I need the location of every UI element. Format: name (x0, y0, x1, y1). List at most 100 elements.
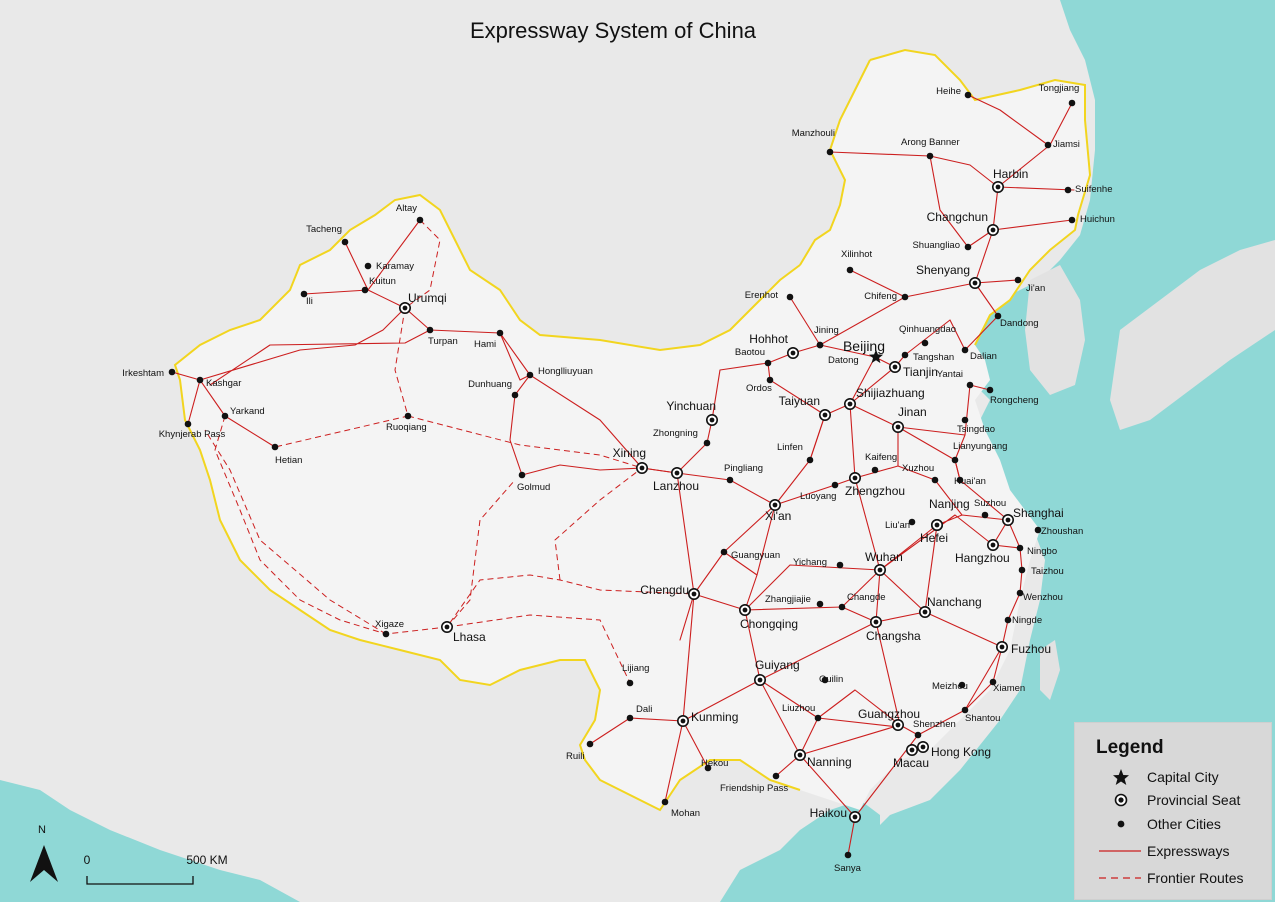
city-marker-luoyang (831, 481, 839, 489)
other-city-icon (958, 681, 966, 689)
city-marker-hong-kong (916, 740, 929, 753)
city-label-golmud: Golmud (517, 482, 550, 493)
city-marker-suzhou (981, 511, 989, 519)
provincial-seat-core-icon (742, 607, 748, 613)
other-city-icon (1068, 99, 1076, 107)
scale-bar-end: 500 KM (186, 853, 227, 867)
other-city-icon (836, 561, 844, 569)
provincial-seat-core-icon (852, 814, 858, 820)
expressway-line-icon (1099, 850, 1141, 852)
other-city-icon (846, 266, 854, 274)
city-label-shenzhen: Shenzhen (913, 719, 956, 730)
north-label: N (38, 824, 46, 836)
city-label-karamay: Karamay (376, 261, 414, 272)
provincial-seat-core-icon (990, 227, 996, 233)
city-marker-dali (626, 714, 634, 722)
other-city-icon (341, 238, 349, 246)
national-border (173, 48, 1092, 812)
other-city-icon (826, 148, 834, 156)
other-city-icon (626, 679, 634, 687)
city-label-urumqi: Urumqi (408, 291, 447, 305)
city-marker-zhengzhou (848, 471, 861, 484)
city-label-yarkand: Yarkand (230, 406, 265, 417)
provincial-seat-core-icon (922, 609, 928, 615)
city-label-yichang: Yichang (793, 557, 827, 568)
city-label-shanghai: Shanghai (1013, 506, 1064, 520)
other-city-icon (196, 376, 204, 384)
city-marker-macau (905, 743, 918, 756)
city-marker-hetian (271, 443, 279, 451)
city-label-suzhou: Suzhou (974, 498, 1006, 509)
city-label-chengdu: Chengdu (640, 583, 689, 597)
city-marker-changde (838, 603, 846, 611)
city-label-ili: Ili (306, 296, 313, 307)
pacific-sea (870, 0, 1275, 902)
city-marker-tongjiang (1068, 99, 1076, 107)
other-city-icon (404, 412, 412, 420)
city-label-changsha: Changsha (866, 629, 921, 643)
provincial-seat-core-icon (892, 364, 898, 370)
city-marker-haikou (848, 810, 861, 823)
city-marker-meizhou (958, 681, 966, 689)
city-label-jinan: Jinan (898, 405, 927, 419)
scale-bar: 0 500 KM (84, 853, 228, 885)
city-marker-jinan (891, 420, 904, 433)
city-label-shenyang: Shenyang (916, 263, 970, 277)
city-marker-shuangliao (964, 243, 972, 251)
city-marker-ningde (1004, 616, 1012, 624)
provincial-seat-core-icon (990, 542, 996, 548)
city-label-yantai: Yantai (937, 369, 963, 380)
city-label-rongcheng: Rongcheng (990, 395, 1039, 406)
provincial-seat-core-icon (895, 424, 901, 430)
city-label-kunming: Kunming (691, 710, 738, 724)
city-marker-irkeshtam (168, 368, 176, 376)
city-marker-karamay (364, 262, 372, 270)
city-marker-sanya (844, 851, 852, 859)
city-marker-kashgar (196, 376, 204, 384)
city-label-liuzhou: Liuzhou (782, 703, 815, 714)
city-marker-altay (416, 216, 424, 224)
city-label-kuitun: Kuitun (369, 276, 396, 287)
city-label-friendship-pass: Friendship Pass (720, 783, 788, 794)
city-label-nanchang: Nanchang (927, 595, 982, 609)
other-city-icon (271, 443, 279, 451)
city-marker-yinchuan (705, 413, 718, 426)
city-label-hami: Hami (474, 339, 496, 350)
other-city-icon (806, 456, 814, 464)
other-city-icon (931, 476, 939, 484)
city-marker-heihe (964, 91, 972, 99)
city-marker-dalian (961, 346, 969, 354)
city-marker-kuitun (361, 286, 369, 294)
city-label-beijing: Beijing (843, 338, 885, 354)
city-marker-yarkand (221, 412, 229, 420)
city-marker-nanning (793, 748, 806, 761)
city-label-wenzhou: Wenzhou (1023, 592, 1063, 603)
city-marker-xi-an (768, 498, 781, 511)
city-label-yinchuan: Yinchuan (666, 399, 716, 413)
city-marker-xigaze (382, 630, 390, 638)
legend-label: Provincial Seat (1147, 792, 1241, 808)
city-marker-ordos (766, 376, 774, 384)
legend-label: Capital City (1147, 769, 1219, 785)
city-marker-beijing (868, 349, 884, 364)
other-city-icon (511, 391, 519, 399)
other-city-icon (221, 412, 229, 420)
city-label-xilinhot: Xilinhot (841, 249, 873, 260)
city-label-ruoqiang: Ruoqiang (386, 422, 427, 433)
north-arrow: N (30, 824, 58, 882)
city-label-taiyuan: Taiyuan (779, 394, 820, 408)
city-label-zhengzhou: Zhengzhou (845, 484, 905, 498)
city-marker-jiamsi (1044, 141, 1052, 149)
other-city-icon (726, 476, 734, 484)
city-label-sanya: Sanya (834, 863, 862, 874)
other-city-icon (951, 456, 959, 464)
city-label-khynjerab-pass: Khynjerab Pass (159, 429, 226, 440)
other-city-icon (364, 262, 372, 270)
city-marker-ningbo (1016, 544, 1024, 552)
city-marker-lhasa (440, 620, 453, 633)
city-label-lhasa: Lhasa (453, 630, 486, 644)
city-label-dunhuang: Dunhuang (468, 379, 512, 390)
city-marker-guangyuan (720, 548, 728, 556)
city-marker-zhongning (703, 439, 711, 447)
legend-item-expressway: Expressways (1075, 841, 1271, 861)
